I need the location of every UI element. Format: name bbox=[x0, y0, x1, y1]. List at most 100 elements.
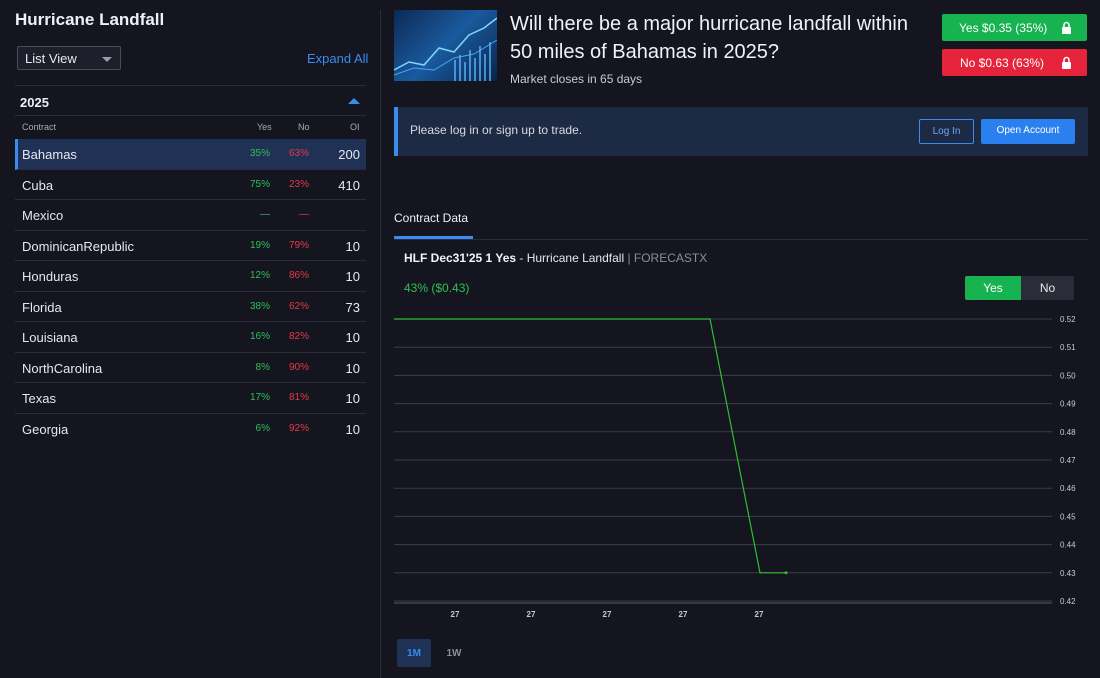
open-interest: 10 bbox=[345, 360, 360, 376]
year-group-header[interactable]: 2025 bbox=[15, 85, 366, 116]
open-interest: 10 bbox=[345, 330, 360, 345]
no-price: 90% bbox=[288, 361, 309, 373]
range-1m-button[interactable]: 1M bbox=[397, 639, 431, 667]
open-interest: 10 bbox=[345, 421, 360, 437]
y-tick-label: 0.48 bbox=[1060, 428, 1076, 437]
y-tick-label: 0.52 bbox=[1060, 315, 1076, 324]
no-price: 82% bbox=[288, 331, 309, 342]
table-row[interactable]: Georgia 6% 92% 10 bbox=[15, 414, 366, 445]
yes-price: 17% bbox=[249, 392, 270, 403]
x-tick-label: 27 bbox=[527, 610, 536, 619]
tab-divider bbox=[394, 239, 1088, 240]
y-tick-label: 0.49 bbox=[1060, 400, 1076, 409]
contract-code: HLF Dec31'25 1 Yes bbox=[404, 251, 517, 265]
no-price: 86% bbox=[288, 270, 309, 281]
table-row[interactable]: Cuba 75% 23% 410 bbox=[15, 170, 366, 200]
market-title: Will there be a major hurricane landfall… bbox=[510, 13, 908, 63]
y-tick-label: 0.50 bbox=[1060, 371, 1076, 380]
open-interest: 10 bbox=[345, 391, 360, 406]
lock-icon bbox=[1062, 56, 1071, 69]
yes-price: 16% bbox=[249, 331, 270, 342]
table-row[interactable]: Texas 17% 81% 10 bbox=[15, 383, 366, 414]
y-tick-label: 0.42 bbox=[1060, 597, 1076, 606]
contract-name: Cuba bbox=[22, 177, 54, 193]
x-tick-label: 27 bbox=[451, 610, 460, 619]
series-line bbox=[394, 318, 786, 574]
no-price: — bbox=[299, 209, 309, 220]
open-interest: 73 bbox=[345, 299, 360, 315]
login-banner: Please log in or sign up to trade. Log I… bbox=[394, 107, 1088, 156]
year-label: 2025 bbox=[20, 95, 49, 110]
contract-market-name: Hurricane Landfall bbox=[526, 251, 625, 265]
contract-name: Florida bbox=[22, 299, 62, 315]
col-header-no: No bbox=[298, 122, 310, 132]
contract-separator: - bbox=[516, 251, 527, 265]
yes-price: 19% bbox=[249, 239, 270, 251]
col-header-yes: Yes bbox=[257, 122, 272, 132]
no-price: 81% bbox=[288, 392, 309, 403]
open-interest: 10 bbox=[345, 238, 360, 254]
y-tick-label: 0.44 bbox=[1060, 541, 1076, 550]
yes-price: 8% bbox=[255, 361, 270, 373]
range-1w-button[interactable]: 1W bbox=[446, 648, 462, 659]
table-row[interactable]: NorthCarolina 8% 90% 10 bbox=[15, 353, 366, 383]
price-chart: 0.52 0.51 0.50 0.49 0.48 0.47 0.46 0.45 0.44 0.43… bbox=[394, 315, 1076, 619]
market-thumbnail bbox=[394, 10, 497, 81]
data-point bbox=[784, 571, 788, 575]
contract-list: Bahamas 35% 63% 200 Cuba 75% 23% 410 Mex… bbox=[15, 139, 366, 444]
panel-divider bbox=[380, 10, 381, 678]
contract-name: Bahamas bbox=[22, 147, 77, 162]
tab-contract-data[interactable]: Contract Data bbox=[394, 211, 469, 225]
contract-name: Georgia bbox=[22, 421, 69, 437]
yes-price: 38% bbox=[249, 300, 270, 312]
yes-price: 75% bbox=[249, 178, 270, 190]
table-row[interactable]: Honduras 12% 86% 10 bbox=[15, 261, 366, 292]
y-tick-label: 0.47 bbox=[1060, 456, 1076, 465]
y-tick-label: 0.51 bbox=[1060, 343, 1076, 352]
open-interest: 200 bbox=[338, 147, 360, 162]
table-row[interactable]: Louisiana 16% 82% 10 bbox=[15, 322, 366, 353]
yes-price: 12% bbox=[249, 270, 270, 281]
open-account-button[interactable]: Open Account bbox=[981, 119, 1075, 144]
lock-icon bbox=[1062, 21, 1071, 34]
x-tick-label: 27 bbox=[755, 610, 764, 619]
contract-name: Mexico bbox=[22, 208, 64, 223]
login-prompt: Please log in or sign up to trade. bbox=[410, 123, 583, 137]
y-tick-label: 0.46 bbox=[1060, 484, 1076, 493]
market-close-time: Market closes in 65 days bbox=[510, 72, 643, 86]
contract-name: Honduras bbox=[22, 269, 79, 284]
open-interest: 410 bbox=[338, 177, 360, 193]
contract-source: | FORECASTX bbox=[624, 251, 708, 265]
current-price: 43% ($0.43) bbox=[404, 281, 470, 295]
chevron-up-icon[interactable] bbox=[348, 98, 360, 104]
yes-price: 35% bbox=[249, 148, 270, 159]
expand-all-link[interactable]: Expand All bbox=[307, 51, 369, 66]
chart-toggle-yes[interactable]: Yes bbox=[965, 276, 1021, 300]
table-row[interactable]: DominicanRepublic 19% 79% 10 bbox=[15, 231, 366, 261]
login-button[interactable]: Log In bbox=[919, 119, 974, 144]
buy-no-button[interactable]: No $0.63 (63%) bbox=[942, 49, 1087, 76]
buy-no-label: No $0.63 (63%) bbox=[960, 56, 1045, 70]
view-select-value: List View bbox=[25, 51, 77, 66]
open-interest: 10 bbox=[345, 269, 360, 284]
buy-yes-label: Yes $0.35 (35%) bbox=[959, 21, 1048, 35]
table-row[interactable]: Bahamas 35% 63% 200 bbox=[15, 139, 366, 170]
no-price: 92% bbox=[288, 422, 309, 434]
table-row[interactable]: Florida 38% 62% 73 bbox=[15, 292, 366, 322]
panel-title: Hurricane Landfall bbox=[15, 10, 165, 29]
no-price: 62% bbox=[288, 300, 309, 312]
yes-price: 6% bbox=[255, 422, 270, 434]
contract-name: NorthCarolina bbox=[22, 360, 103, 376]
active-tab-indicator bbox=[394, 236, 473, 239]
contract-heading: HLF Dec31'25 1 Yes - Hurricane Landfall … bbox=[404, 251, 707, 265]
buy-yes-button[interactable]: Yes $0.35 (35%) bbox=[942, 14, 1087, 41]
table-row[interactable]: Mexico — — bbox=[15, 200, 366, 231]
contract-name: DominicanRepublic bbox=[22, 238, 134, 254]
chevron-down-icon bbox=[102, 57, 112, 62]
x-tick-label: 27 bbox=[679, 610, 688, 619]
view-select[interactable]: List View bbox=[17, 46, 121, 70]
col-header-oi: OI bbox=[350, 122, 360, 132]
no-price: 79% bbox=[288, 239, 309, 251]
chart-toggle-no[interactable]: No bbox=[1021, 276, 1074, 300]
y-tick-label: 0.43 bbox=[1060, 569, 1076, 578]
